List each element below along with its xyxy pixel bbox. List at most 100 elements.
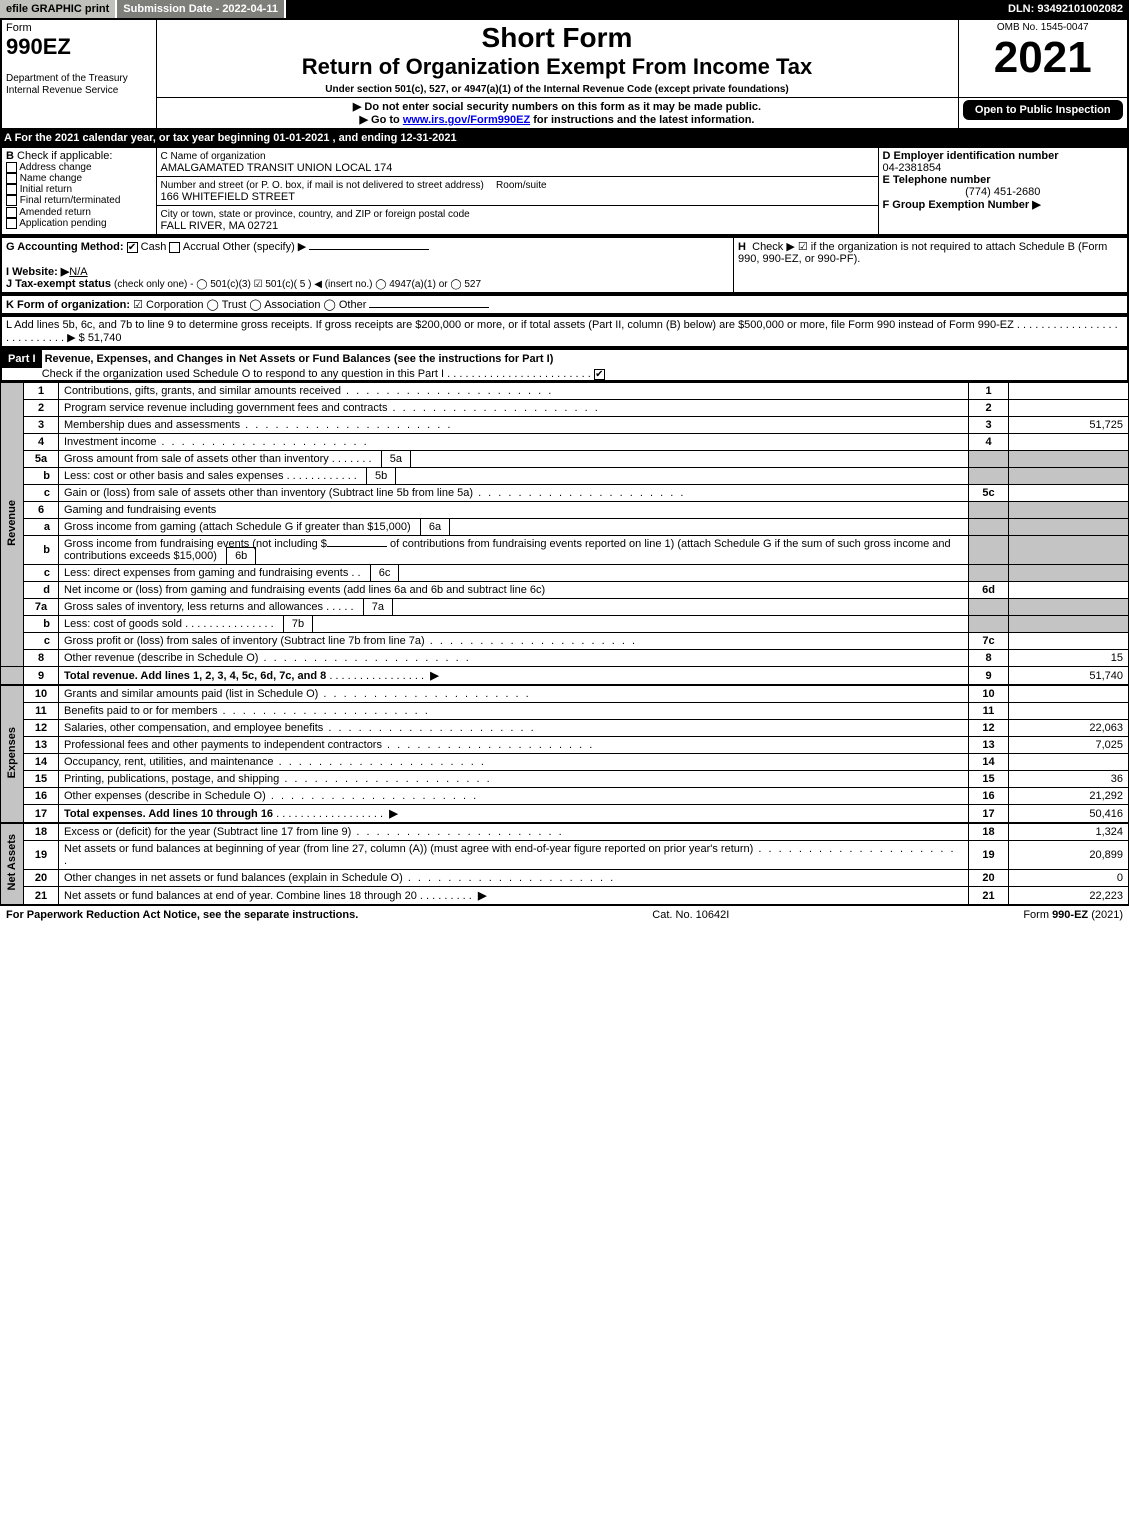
paperwork-notice: For Paperwork Reduction Act Notice, see …: [6, 909, 358, 921]
f-label: F Group Exemption Number ▶: [883, 199, 1041, 211]
opt-final[interactable]: Final return/terminated: [6, 195, 152, 206]
line-12: Salaries, other compensation, and employ…: [59, 720, 969, 737]
i-label: I Website: ▶: [6, 266, 69, 278]
check-if: Check if applicable:: [17, 150, 112, 162]
form-word: Form: [6, 22, 32, 34]
opt-amended[interactable]: Amended return: [6, 207, 152, 218]
irs: Internal Revenue Service: [6, 85, 118, 96]
dept: Department of the Treasury: [6, 73, 128, 84]
opt-name[interactable]: Name change: [6, 173, 152, 184]
line-5c: Gain or (loss) from sale of assets other…: [59, 485, 969, 502]
short-form: Short Form: [161, 22, 954, 54]
amt-17: 50,416: [1009, 805, 1129, 823]
form-ref: 990-EZ: [1052, 909, 1088, 921]
d-label: D Employer identification number: [883, 150, 1059, 162]
expenses-table: Expenses 10Grants and similar amounts pa…: [0, 685, 1129, 823]
amt-8: 15: [1009, 650, 1129, 667]
section-a: A For the 2021 calendar year, or tax yea…: [0, 130, 1129, 146]
line-14: Occupancy, rent, utilities, and maintena…: [59, 754, 969, 771]
city: FALL RIVER, MA 02721: [161, 220, 279, 232]
line-6d: Net income or (loss) from gaming and fun…: [59, 582, 969, 599]
line-6: Gaming and fundraising events: [59, 502, 969, 519]
cat-no: Cat. No. 10642I: [652, 909, 729, 921]
line-6a: Gross income from gaming (attach Schedul…: [64, 521, 411, 533]
opt-initial[interactable]: Initial return: [6, 184, 152, 195]
website: N/A: [69, 266, 87, 278]
line-1: Contributions, gifts, grants, and simila…: [59, 383, 969, 400]
line-6c: Less: direct expenses from gaming and fu…: [64, 567, 348, 579]
line-5b: Less: cost or other basis and sales expe…: [64, 470, 284, 482]
b-label: B: [6, 150, 14, 162]
goto-pre: ▶ Go to: [360, 114, 403, 126]
submission-date: Submission Date - 2022-04-11: [117, 0, 286, 18]
part1-tag: Part I: [2, 350, 42, 368]
line-8: Other revenue (describe in Schedule O): [59, 650, 969, 667]
omb: OMB No. 1545-0047: [963, 22, 1124, 33]
l-val: ▶ $ 51,740: [67, 332, 121, 344]
e-label: E Telephone number: [883, 174, 991, 186]
line-13: Professional fees and other payments to …: [59, 737, 969, 754]
revenue-side: Revenue: [6, 500, 18, 546]
efile-label[interactable]: efile GRAPHIC print: [0, 0, 117, 18]
top-bar: efile GRAPHIC print Submission Date - 20…: [0, 0, 1129, 18]
city-label: City or town, state or province, country…: [161, 209, 470, 220]
line-11: Benefits paid to or for members: [59, 703, 969, 720]
form-number: 990EZ: [6, 34, 71, 59]
tax-year: 2021: [963, 33, 1124, 83]
street-label: Number and street (or P. O. box, if mail…: [161, 180, 484, 191]
amt-12: 22,063: [1009, 720, 1129, 737]
amt-20: 0: [1009, 870, 1129, 887]
c-label: C Name of organization: [161, 151, 266, 162]
h-text: Check ▶ ☑ if the organization is not req…: [738, 241, 1107, 265]
amt-15: 36: [1009, 771, 1129, 788]
line-18: Excess or (deficit) for the year (Subtra…: [59, 824, 969, 841]
line-6b: Gross income from fundraising events (no…: [64, 538, 327, 550]
revenue-table: Revenue 1Contributions, gifts, grants, a…: [0, 382, 1129, 685]
amt-19: 20,899: [1009, 841, 1129, 870]
line-21: Net assets or fund balances at end of ye…: [64, 890, 417, 902]
j-label: J Tax-exempt status: [6, 278, 111, 290]
line-19: Net assets or fund balances at beginning…: [59, 841, 969, 870]
expenses-side: Expenses: [6, 727, 18, 778]
opt-pending[interactable]: Application pending: [6, 218, 152, 229]
line-16: Other expenses (describe in Schedule O): [59, 788, 969, 805]
g-label: G Accounting Method:: [6, 241, 124, 253]
line-9: Total revenue. Add lines 1, 2, 3, 4, 5c,…: [64, 670, 326, 682]
netassets-table: Net Assets 18Excess or (deficit) for the…: [0, 823, 1129, 905]
line-7a: Gross sales of inventory, less returns a…: [64, 601, 323, 613]
open-inspection: Open to Public Inspection: [963, 100, 1124, 120]
line-20: Other changes in net assets or fund bala…: [59, 870, 969, 887]
schedule-o-check[interactable]: ✔: [594, 369, 605, 380]
j-opts: (check only one) - ◯ 501(c)(3) ☑ 501(c)(…: [114, 279, 481, 290]
line-2: Program service revenue including govern…: [59, 400, 969, 417]
line-7b: Less: cost of goods sold: [64, 618, 182, 630]
netassets-side: Net Assets: [6, 834, 18, 890]
ssn-note: ▶ Do not enter social security numbers o…: [161, 100, 954, 113]
line-3: Membership dues and assessments: [59, 417, 969, 434]
form-subtitle: Under section 501(c), 527, or 4947(a)(1)…: [161, 84, 954, 95]
cash-check[interactable]: ✔: [127, 242, 138, 253]
identity-block: B Check if applicable: Address change Na…: [0, 146, 1129, 236]
line-5a: Gross amount from sale of assets other t…: [64, 453, 329, 465]
line-17: Total expenses. Add lines 10 through 16: [64, 808, 273, 820]
opt-address[interactable]: Address change: [6, 162, 152, 173]
part1-sub: Check if the organization used Schedule …: [42, 368, 444, 380]
form-header: Form 990EZ Department of the Treasury In…: [0, 18, 1129, 130]
accrual-check[interactable]: [169, 242, 180, 253]
footer: For Paperwork Reduction Act Notice, see …: [0, 905, 1129, 924]
amt-18: 1,324: [1009, 824, 1129, 841]
k-opts: ☑ Corporation ◯ Trust ◯ Association ◯ Ot…: [133, 299, 366, 311]
room-label: Room/suite: [496, 180, 547, 191]
ein: 04-2381854: [883, 162, 942, 174]
amt-21: 22,223: [1009, 887, 1129, 905]
irs-link[interactable]: www.irs.gov/Form990EZ: [403, 114, 530, 126]
form-title: Return of Organization Exempt From Incom…: [161, 54, 954, 80]
org-name: AMALGAMATED TRANSIT UNION LOCAL 174: [161, 162, 393, 174]
line-7c: Gross profit or (loss) from sales of inv…: [59, 633, 969, 650]
h-label: H: [738, 241, 746, 253]
part1-title: Revenue, Expenses, and Changes in Net As…: [45, 353, 554, 365]
line-10: Grants and similar amounts paid (list in…: [59, 686, 969, 703]
l-text: L Add lines 5b, 6c, and 7b to line 9 to …: [6, 319, 1014, 331]
k-label: K Form of organization:: [6, 299, 130, 311]
amt-3: 51,725: [1009, 417, 1129, 434]
